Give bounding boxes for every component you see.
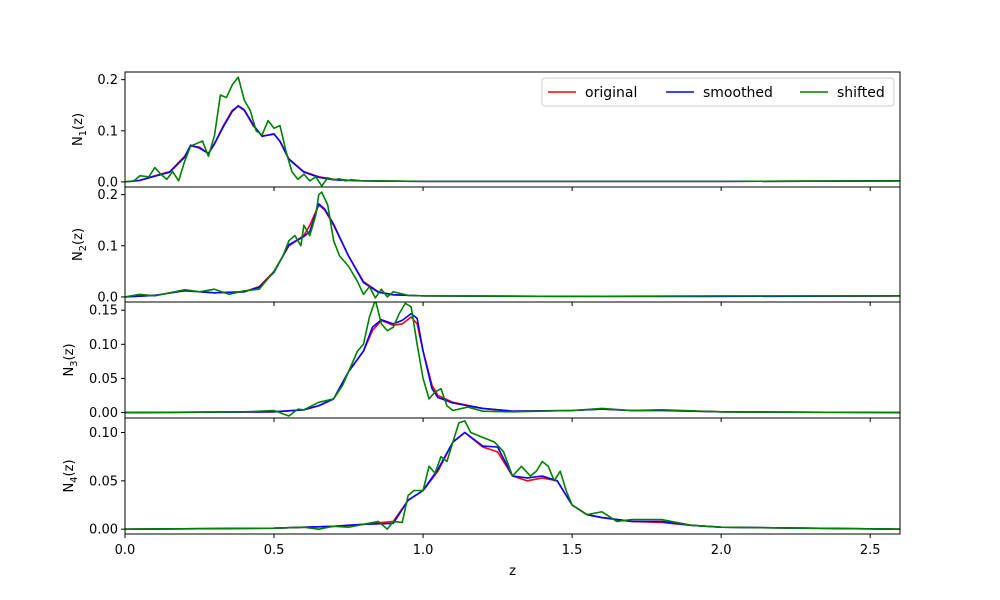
legend-label-smoothed: smoothed — [703, 85, 773, 101]
x-tick-label: 2.5 — [860, 543, 881, 558]
axes-frame — [124, 186, 901, 303]
series-line-original — [125, 204, 900, 298]
x-tick-label: 2.0 — [711, 543, 732, 558]
series-line-smoothed — [125, 203, 900, 298]
legend: original smoothed shifted — [541, 77, 895, 107]
y-tick-label: 0.10 — [89, 338, 118, 353]
series-line-smoothed — [125, 431, 900, 530]
y-tick-label: 0.2 — [97, 73, 118, 88]
series-line-shifted — [125, 420, 900, 530]
legend-box — [541, 77, 895, 107]
axes-frame — [124, 301, 901, 419]
y-tick-label: 0.00 — [89, 406, 118, 421]
series-line-shifted — [125, 191, 900, 299]
y-tick-label: 0.00 — [89, 523, 118, 538]
series-line-original — [125, 431, 900, 530]
y-tick-label: 0.2 — [97, 188, 118, 203]
panel-4: 0.00 0.05 0.10 0.0 0.5 1.0 1.5 2.0 2.5 N4(z) — [62, 417, 901, 558]
series-line-shifted — [125, 76, 900, 187]
legend-label-original: original — [585, 85, 637, 101]
series-line-shifted — [125, 302, 900, 417]
y-tick-label: 0.10 — [89, 426, 118, 441]
y-axis-label: N3(z) — [62, 343, 80, 376]
y-axis-label: N1(z) — [71, 113, 89, 146]
y-tick-label: 0.05 — [89, 372, 118, 387]
x-tick-label: 1.0 — [413, 543, 434, 558]
panel-3: 0.00 0.05 0.10 0.15 N3(z) — [62, 301, 901, 422]
series-line-smoothed — [125, 104, 900, 183]
x-tick-label: 0.0 — [115, 543, 136, 558]
y-tick-label: 0.1 — [97, 124, 118, 139]
y-tick-label: 0.1 — [97, 239, 118, 254]
y-tick-label: 0.05 — [89, 474, 118, 489]
series-line-original — [125, 316, 900, 414]
series-line-original — [125, 105, 900, 183]
y-tick-label: 0.0 — [97, 175, 118, 190]
y-tick-label: 0.0 — [97, 290, 118, 305]
axes-frame — [124, 417, 901, 535]
x-tick-label: 0.5 — [264, 543, 285, 558]
y-axis-label: N4(z) — [62, 459, 80, 492]
y-axis-label: N2(z) — [71, 228, 89, 261]
x-axis-label: z — [509, 564, 516, 579]
x-tick-label: 1.5 — [562, 543, 583, 558]
series-line-smoothed — [125, 312, 900, 414]
panel-2: 0.0 0.1 0.2 N2(z) — [71, 186, 901, 306]
y-tick-label: 0.15 — [89, 304, 118, 319]
legend-label-shifted: shifted — [837, 85, 885, 101]
